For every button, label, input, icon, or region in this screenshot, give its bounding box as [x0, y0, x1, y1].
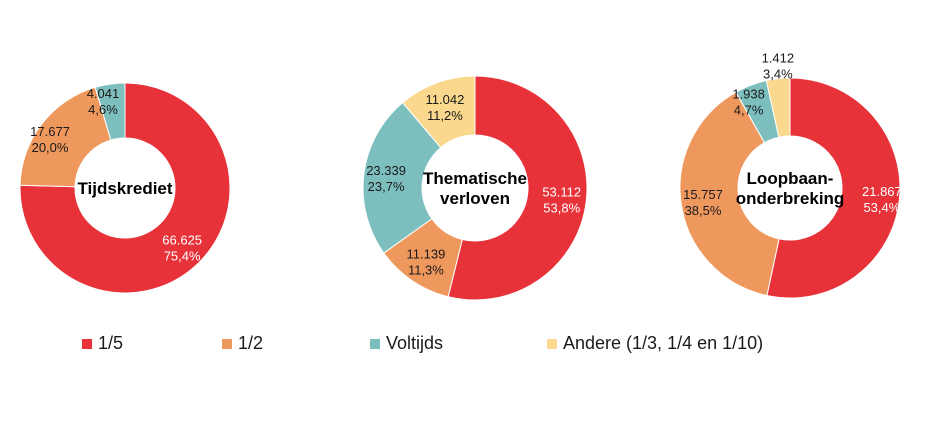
slice-percent-label: 75,4% — [164, 249, 201, 264]
slice-value-label: 15.757 — [683, 187, 723, 202]
legend-item-other: Andere (1/3, 1/4 en 1/10) — [547, 333, 763, 354]
legend-swatch-one-half — [222, 338, 232, 349]
slice-value-label: 1.938 — [732, 87, 765, 102]
legend-swatch-other — [547, 338, 557, 349]
slice-voltijds — [94, 82, 126, 141]
slice-andere-1-3-1-4-en-1-10 — [401, 75, 476, 149]
legend-label: 1/5 — [98, 333, 124, 353]
slice-1-2 — [679, 91, 780, 297]
legend-item-fulltime: Voltijds — [370, 333, 443, 354]
slice-value-label: 23.339 — [366, 163, 406, 178]
slice-value-label: 1.412 — [762, 50, 795, 65]
slice-value-label: 17.677 — [30, 124, 70, 139]
legend-label: Andere (1/3, 1/4 en 1/10) — [563, 333, 764, 353]
slice-percent-label: 20,0% — [32, 140, 69, 155]
slice-1-2 — [19, 86, 112, 188]
donut-center-label: onderbreking — [736, 189, 845, 208]
slice-value-label: 11.042 — [426, 92, 465, 107]
legend-swatch-fulltime — [370, 338, 380, 349]
donut-center-label: Thematische — [423, 169, 527, 188]
slice-value-label: 11.139 — [407, 246, 446, 261]
donut-center-label: Loopbaan- — [747, 169, 834, 188]
slice-andere-1-3-1-4-en-1-10 — [765, 77, 791, 138]
slice-voltijds — [362, 101, 442, 254]
slice-percent-label: 53,8% — [543, 201, 580, 216]
legend-item-one-fifth: 1/5 — [82, 333, 123, 354]
slice-value-label: 21.867 — [862, 184, 902, 199]
slice-percent-label: 53,4% — [863, 200, 900, 215]
legend-label: Voltijds — [386, 333, 444, 353]
slice-percent-label: 3,4% — [763, 66, 793, 81]
slice-percent-label: 11,2% — [427, 108, 463, 123]
donut-center-label: verloven — [440, 189, 510, 208]
slice-percent-label: 4,6% — [88, 102, 118, 117]
legend-item-one-half: 1/2 — [222, 333, 263, 354]
legend-label: 1/2 — [238, 333, 264, 353]
legend-swatch-one-fifth — [82, 338, 92, 349]
slice-percent-label: 38,5% — [685, 203, 722, 218]
slice-value-label: 53.112 — [542, 185, 581, 200]
slice-value-label: 66.625 — [162, 233, 202, 248]
slice-1-5 — [19, 82, 231, 294]
slice-percent-label: 11,3% — [408, 262, 444, 277]
slice-value-label: 4.041 — [87, 86, 120, 101]
slice-percent-label: 23,7% — [368, 179, 405, 194]
donut-center-label: Tijdskrediet — [77, 179, 172, 198]
slice-percent-label: 4,7% — [734, 103, 764, 118]
legend: 1/5 1/2 Voltijds Andere (1/3, 1/4 en 1/1… — [0, 333, 945, 357]
slice-1-5 — [766, 77, 901, 299]
slice-1-5 — [447, 75, 588, 301]
